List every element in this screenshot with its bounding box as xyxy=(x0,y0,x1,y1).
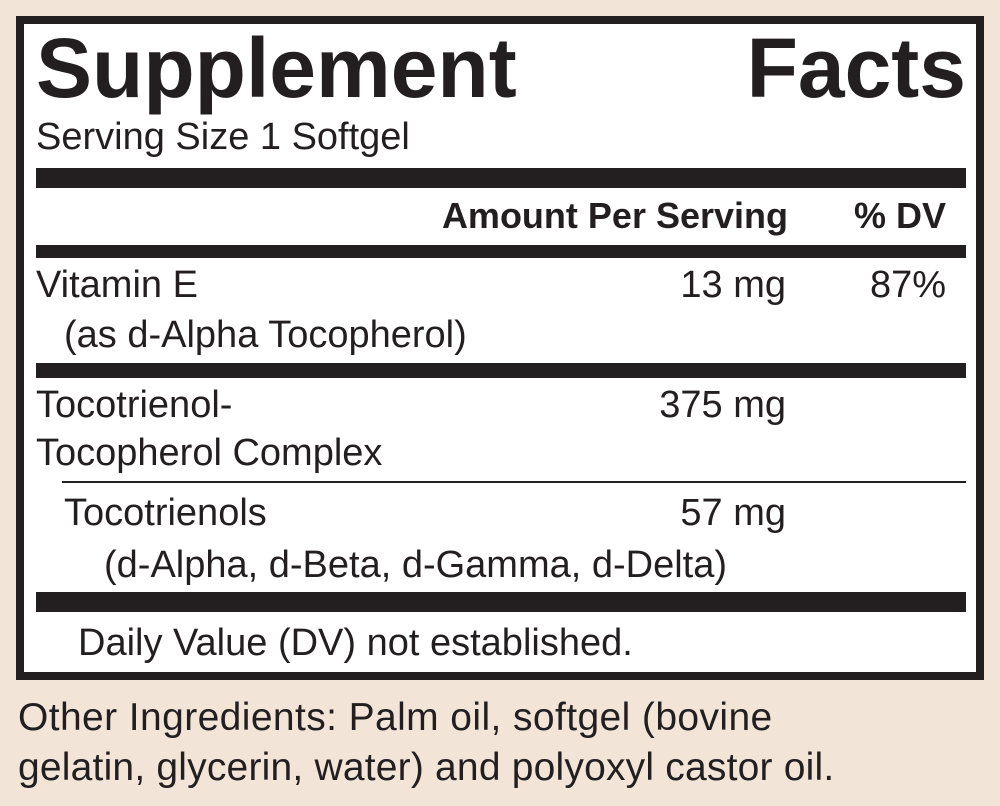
panel-title: Supplement Facts xyxy=(36,26,966,110)
complex-name-line2: Tocopherol Complex xyxy=(36,432,383,474)
divider-medium xyxy=(36,245,966,258)
dv-header: % DV xyxy=(853,195,946,236)
title-word-facts: Facts xyxy=(746,21,966,115)
vitamin-e-source: (as d-Alpha Tocopherol) xyxy=(64,314,467,356)
supplement-facts-panel xyxy=(16,16,984,680)
tocotrienols-amount: 57 mg xyxy=(680,492,786,534)
vitamin-e-amount: 13 mg xyxy=(680,264,786,306)
vitamin-e-dv: 87% xyxy=(869,264,946,306)
divider-thick xyxy=(36,168,966,188)
tocotrienols-forms: (d-Alpha, d-Beta, d-Gamma, d-Delta) xyxy=(104,544,728,586)
divider-medium xyxy=(36,363,966,378)
complex-amount: 375 mg xyxy=(659,384,786,426)
amount-per-serving-header: Amount Per Serving xyxy=(441,195,788,236)
tocotrienols-name: Tocotrienols xyxy=(64,492,267,534)
other-ingredients-line2: gelatin, glycerin, water) and polyoxyl c… xyxy=(18,746,835,789)
title-word-supplement: Supplement xyxy=(36,21,517,115)
serving-size: Serving Size 1 Softgel xyxy=(36,116,410,158)
vitamin-e-name: Vitamin E xyxy=(36,264,198,306)
complex-name-line1: Tocotrienol- xyxy=(36,384,233,426)
other-ingredients-line1: Other Ingredients: Palm oil, softgel (bo… xyxy=(18,696,773,739)
daily-value-footnote: Daily Value (DV) not established. xyxy=(78,622,633,664)
divider-thick xyxy=(36,592,966,612)
divider-thin xyxy=(62,481,966,483)
